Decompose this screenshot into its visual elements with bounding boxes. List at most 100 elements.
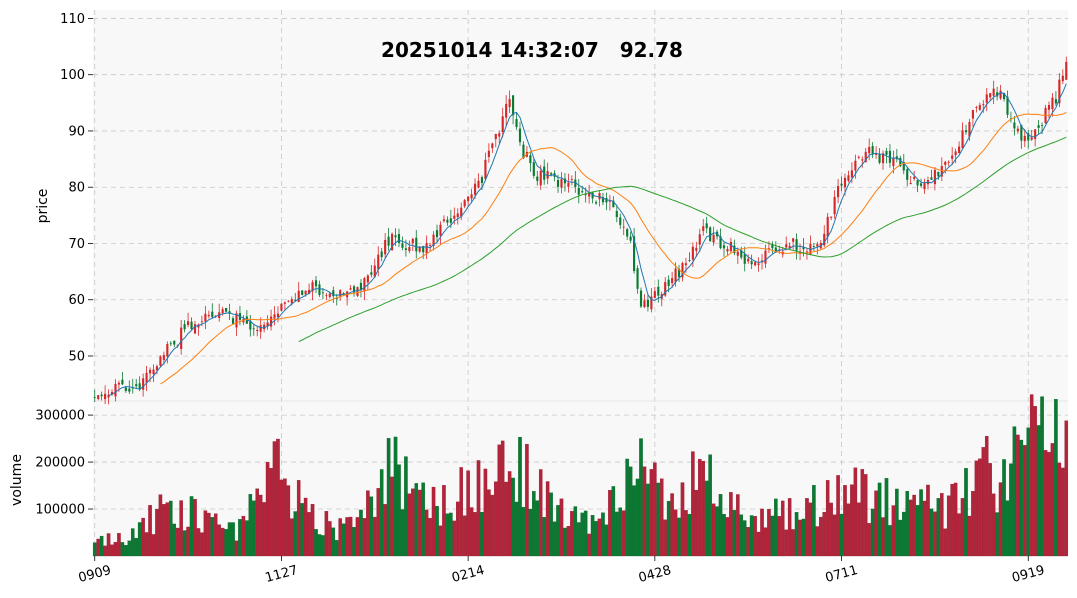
- volume-bar: [691, 451, 695, 557]
- price-tick-label: 70: [68, 237, 85, 252]
- volume-bar: [715, 506, 719, 557]
- volume-bar: [303, 497, 308, 557]
- date-tick-label: 0909: [77, 563, 113, 586]
- candle-body: [577, 188, 580, 195]
- candle-body: [556, 180, 560, 187]
- candle-body: [816, 244, 819, 247]
- volume-bar: [376, 488, 381, 557]
- volume-bar: [774, 498, 778, 557]
- candle-body: [366, 275, 369, 283]
- volume-bar: [801, 518, 806, 557]
- volume-bar: [819, 516, 823, 557]
- candle-body: [1047, 105, 1051, 110]
- volume-bar: [213, 513, 218, 557]
- candle-body: [290, 299, 293, 304]
- volume-bar: [130, 528, 135, 557]
- volume-bar: [234, 540, 239, 557]
- candle-body: [1013, 122, 1016, 129]
- candle-body: [221, 309, 224, 313]
- volume-bar: [601, 512, 605, 557]
- candle-body: [449, 218, 452, 223]
- volume-bar: [124, 545, 128, 557]
- volume-bar: [442, 485, 446, 557]
- candle-body: [259, 325, 262, 332]
- volume-bar: [843, 485, 847, 557]
- candle-body: [422, 246, 425, 253]
- chart-title: 20251014 14:32:07 92.78: [381, 38, 683, 62]
- price-tick-label: 50: [68, 349, 85, 364]
- candle-body: [211, 311, 214, 318]
- candle-body: [795, 239, 798, 251]
- volume-bar: [853, 467, 858, 557]
- candle-body: [740, 250, 743, 258]
- candle-body: [207, 314, 210, 317]
- candle-body: [339, 290, 342, 298]
- ma-line-20: [160, 111, 1067, 385]
- candle-body: [501, 116, 504, 133]
- volume-bar: [960, 498, 965, 557]
- volume-bar: [701, 460, 706, 557]
- candle-body: [1054, 99, 1057, 104]
- volume-bar: [449, 512, 453, 557]
- candle-body: [529, 155, 532, 164]
- moving-average-lines: [108, 83, 1067, 396]
- volume-bar: [538, 469, 543, 557]
- volume-bar: [870, 508, 875, 557]
- volume-bar: [348, 516, 353, 557]
- volume-bar: [576, 522, 581, 557]
- candle-body: [757, 263, 760, 265]
- volume-bar: [649, 469, 654, 557]
- candle-body: [719, 236, 722, 248]
- candle-body: [1061, 75, 1064, 82]
- candle-body: [97, 395, 100, 399]
- price-tick-label: 110: [60, 12, 85, 27]
- volume-bar: [545, 481, 550, 557]
- volume-bar: [386, 438, 391, 557]
- volume-bar: [1040, 396, 1044, 557]
- volume-bar: [580, 512, 584, 557]
- candle-body: [169, 343, 172, 345]
- volume-bar: [265, 462, 270, 557]
- volume-bar: [110, 544, 114, 557]
- volume-bar: [552, 521, 557, 557]
- volume-bar: [359, 509, 363, 557]
- axis-ticks: 50 60 70 80 90 100 110 100000 200000 300000 0909 11…: [35, 12, 1046, 586]
- candle-body: [843, 177, 847, 188]
- volume-bar: [189, 496, 194, 557]
- candle-body: [978, 105, 981, 110]
- candle-body: [318, 284, 321, 295]
- candle-body: [601, 197, 605, 203]
- volume-bar: [742, 520, 747, 557]
- volume-bar: [587, 533, 591, 557]
- volume-bar: [908, 499, 913, 557]
- candle-body: [944, 161, 947, 165]
- candle-body: [187, 321, 190, 325]
- candle-body: [992, 88, 995, 96]
- volume-bar: [608, 490, 612, 557]
- candle-body: [629, 236, 632, 241]
- volume-bar: [933, 511, 937, 557]
- candle-body: [653, 291, 656, 298]
- volume-bar: [148, 505, 152, 557]
- volume-bar: [307, 512, 311, 557]
- volume-bar: [573, 506, 578, 557]
- volume-bar: [438, 525, 443, 557]
- volume-bar: [1036, 425, 1041, 557]
- volume-bar: [165, 502, 170, 557]
- volume-bar: [106, 533, 111, 557]
- volume-bar: [400, 509, 405, 557]
- volume-bar: [1016, 434, 1020, 557]
- volume-bar: [583, 510, 588, 557]
- candle-body: [359, 282, 363, 291]
- candle-body: [985, 94, 988, 103]
- volume-bar: [528, 508, 533, 557]
- candle-body: [1027, 133, 1030, 141]
- candle-body: [826, 216, 829, 237]
- candle-body: [515, 119, 518, 128]
- volume-bar: [794, 512, 799, 557]
- volume-bar: [936, 498, 941, 557]
- volume-bar: [749, 515, 754, 557]
- volume-bar: [314, 529, 318, 557]
